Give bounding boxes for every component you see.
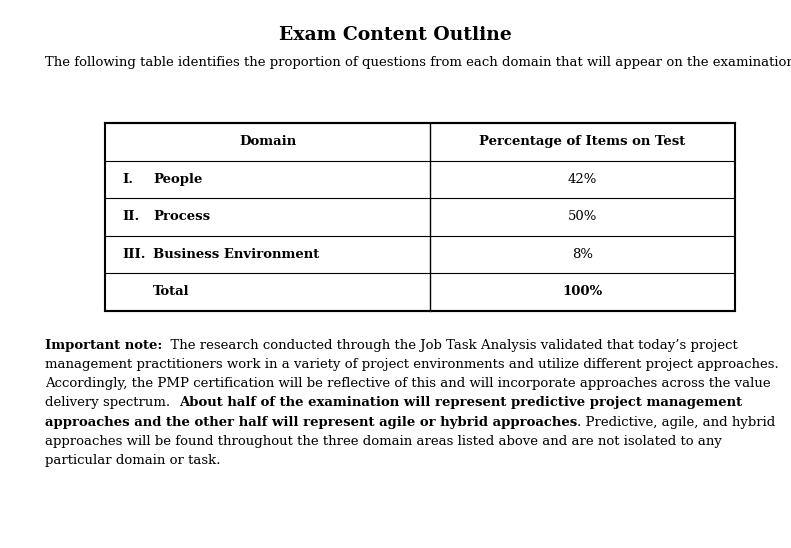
Text: 50%: 50%	[568, 210, 597, 223]
Text: approaches will be found throughout the three domain areas listed above and are : approaches will be found throughout the …	[45, 435, 722, 448]
Text: management practitioners work in a variety of project environments and utilize d: management practitioners work in a varie…	[45, 358, 779, 371]
Text: The research conducted through the Job Task Analysis validated that today’s proj: The research conducted through the Job T…	[162, 339, 738, 351]
Text: The following table identifies the proportion of questions from each domain that: The following table identifies the propo…	[45, 56, 791, 69]
Text: 100%: 100%	[562, 286, 603, 298]
Text: Percentage of Items on Test: Percentage of Items on Test	[479, 135, 686, 149]
Text: 42%: 42%	[568, 173, 597, 186]
Text: II.: II.	[122, 210, 139, 223]
Text: Exam Content Outline: Exam Content Outline	[279, 26, 512, 44]
Text: Total: Total	[153, 286, 190, 298]
Text: 8%: 8%	[572, 248, 593, 261]
Text: Accordingly, the PMP certification will be reflective of this and will incorpora: Accordingly, the PMP certification will …	[45, 377, 770, 390]
Text: About half of the examination will represent predictive project management: About half of the examination will repre…	[179, 396, 742, 409]
Text: Process: Process	[153, 210, 210, 223]
Text: approaches and the other half will represent agile or hybrid approaches: approaches and the other half will repre…	[45, 416, 577, 429]
Text: particular domain or task.: particular domain or task.	[45, 454, 221, 467]
Text: People: People	[153, 173, 202, 186]
Text: III.: III.	[122, 248, 146, 261]
Text: I.: I.	[122, 173, 133, 186]
Text: Domain: Domain	[239, 135, 296, 149]
Text: . Predictive, agile, and hybrid: . Predictive, agile, and hybrid	[577, 416, 775, 429]
Text: Business Environment: Business Environment	[153, 248, 320, 261]
Text: Important note:: Important note:	[45, 339, 162, 351]
Text: delivery spectrum.: delivery spectrum.	[45, 396, 179, 409]
